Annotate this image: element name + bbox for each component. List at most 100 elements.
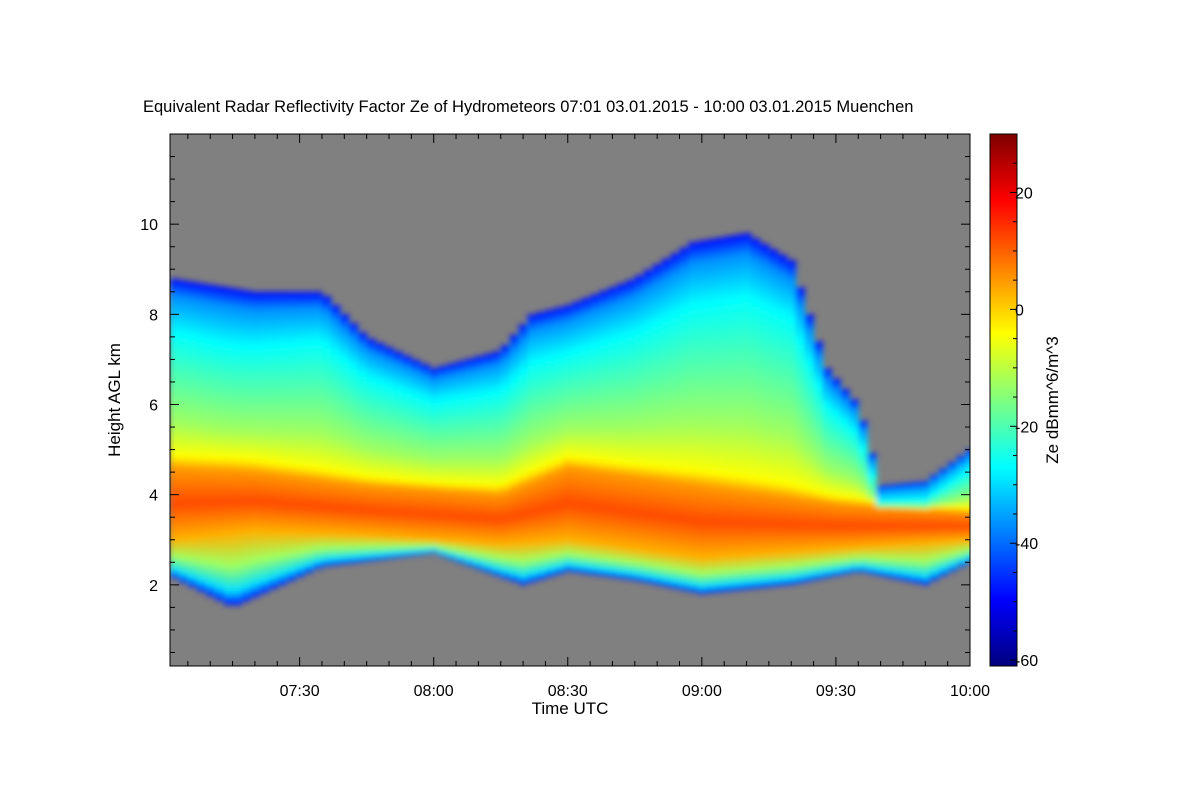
reflectivity-column (554, 307, 564, 575)
reflectivity-column (670, 253, 681, 589)
reflectivity-column (375, 343, 386, 560)
reflectivity-column (742, 233, 752, 590)
x-tick-label: 07:30 (280, 683, 320, 700)
reflectivity-column (643, 269, 654, 583)
reflectivity-column (804, 314, 815, 582)
reflectivity-column (724, 236, 734, 592)
reflectivity-column (956, 455, 967, 567)
reflectivity-column (259, 291, 269, 594)
colorbar-tick-label: 20 (1015, 185, 1033, 202)
y-tick-label: 2 (149, 578, 158, 595)
reflectivity-column (339, 314, 350, 565)
reflectivity-column (366, 339, 377, 561)
reflectivity-column (751, 238, 761, 589)
reflectivity-column (625, 280, 636, 580)
reflectivity-column (733, 234, 743, 591)
reflectivity-column (500, 345, 511, 579)
x-axis-label: Time UTC (532, 699, 609, 718)
reflectivity-column (697, 240, 707, 594)
reflectivity-column (178, 280, 189, 583)
reflectivity-column (840, 389, 850, 575)
reflectivity-column (885, 484, 895, 578)
reflectivity-column (313, 291, 323, 569)
chart-title: Equivalent Radar Reflectivity Factor Ze … (143, 98, 914, 116)
reflectivity-column (786, 260, 797, 585)
reflectivity-column (876, 485, 886, 576)
reflectivity-column (429, 368, 439, 554)
reflectivity-column (608, 287, 618, 578)
reflectivity-column (536, 312, 546, 580)
colorbar-tick-label: -20 (1015, 419, 1038, 436)
reflectivity-column (894, 483, 904, 580)
reflectivity-column (322, 296, 332, 567)
reflectivity-column (777, 254, 788, 586)
colorbar-tick-label: -60 (1015, 653, 1038, 670)
x-tick-label: 09:30 (816, 683, 856, 700)
colorbar-tick-label: -40 (1015, 536, 1038, 553)
reflectivity-column (706, 239, 716, 593)
reflectivity-column (616, 283, 627, 579)
reflectivity-column (545, 309, 555, 577)
reflectivity-column (473, 356, 484, 569)
reflectivity-column (438, 366, 448, 557)
reflectivity-column (527, 314, 537, 583)
y-tick-label: 10 (140, 217, 158, 234)
reflectivity-column (634, 275, 645, 582)
x-axis: 07:30 08:00 08:30 09:00 09:30 10:00 (187, 134, 990, 700)
reflectivity-column (688, 242, 698, 593)
reflectivity-column (858, 420, 868, 573)
reflectivity-column (330, 305, 341, 566)
reflectivity-column (491, 351, 502, 576)
x-tick-label: 10:00 (950, 683, 990, 700)
reflectivity-column (304, 291, 314, 573)
reflectivity-column (447, 363, 457, 560)
y-tick-label: 6 (149, 398, 158, 415)
reflectivity-column (393, 351, 403, 558)
reflectivity-column (250, 291, 260, 598)
reflectivity-column (947, 462, 958, 572)
x-tick-label: 09:00 (682, 683, 722, 700)
reflectivity-column (295, 291, 305, 577)
reflectivity-column (456, 361, 466, 563)
reflectivity-column (911, 482, 922, 584)
reflectivity-column (903, 483, 913, 582)
reflectivity-column (849, 399, 859, 573)
reflectivity-column (223, 287, 234, 606)
reflectivity-column (563, 305, 573, 572)
reflectivity-column (822, 368, 832, 578)
reflectivity-column (214, 286, 225, 601)
reflectivity-column (599, 290, 609, 577)
reflectivity-column (357, 332, 368, 562)
reflectivity-column (518, 324, 529, 585)
reflectivity-column (920, 481, 931, 585)
reflectivity-column (384, 347, 394, 559)
reflectivity-column (411, 360, 421, 556)
y-tick-label: 4 (149, 488, 158, 505)
reflectivity-column (813, 341, 824, 580)
reflectivity-column (759, 244, 770, 588)
reflectivity-column (715, 237, 725, 593)
y-axis-label: Height AGL km (105, 343, 124, 457)
reflectivity-column (348, 323, 359, 564)
y-tick-label: 8 (149, 307, 158, 324)
reflectivity-column (277, 291, 287, 586)
y-axis: 2 4 6 8 10 (140, 156, 970, 653)
reflectivity-column (572, 301, 582, 573)
reflectivity-column (465, 358, 475, 566)
plot-frame (169, 133, 971, 667)
reflectivity-field (170, 233, 970, 606)
reflectivity-column (661, 258, 672, 587)
reflectivity-column (768, 249, 779, 587)
x-tick-label: 08:00 (414, 683, 454, 700)
reflectivity-column (196, 283, 207, 592)
reflectivity-column (831, 378, 841, 576)
x-tick-label: 08:30 (548, 683, 588, 700)
reflectivity-column (590, 294, 600, 575)
colorbar-tick-label: 0 (1015, 302, 1024, 319)
colorbar-label: Ze dBmm^6/m^3 (1043, 336, 1062, 463)
reflectivity-column (581, 298, 591, 574)
reflectivity-column (965, 449, 970, 563)
reflectivity-column (938, 468, 949, 576)
reflectivity-column (268, 291, 278, 590)
